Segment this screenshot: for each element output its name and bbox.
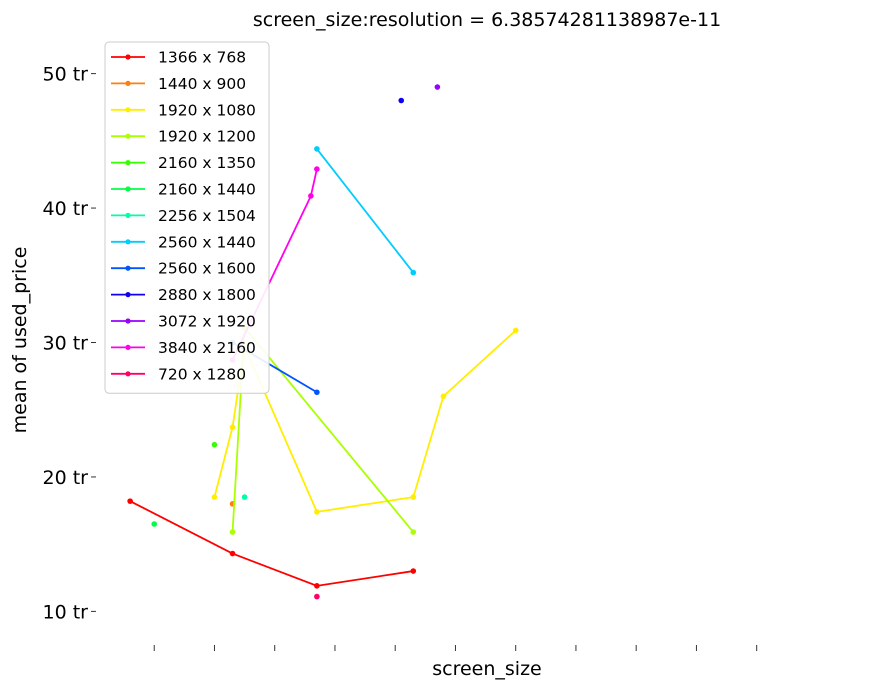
data-point xyxy=(241,494,248,500)
legend-label: 2560 x 1440 xyxy=(158,233,256,251)
legend-marker xyxy=(125,265,131,271)
data-point xyxy=(314,146,320,152)
data-point xyxy=(440,393,447,400)
data-point xyxy=(314,389,320,396)
data-point xyxy=(211,494,218,500)
series-group xyxy=(314,593,320,600)
legend-marker xyxy=(125,186,131,192)
legend-marker xyxy=(125,239,131,245)
y-tick-label: 30 tr xyxy=(43,333,89,355)
data-point xyxy=(434,84,441,90)
legend-label: 2880 x 1800 xyxy=(158,286,256,304)
y-axis-label: mean of used_price xyxy=(9,247,31,434)
legend-box xyxy=(104,41,270,394)
data-point xyxy=(308,193,314,199)
data-point xyxy=(314,509,320,515)
x-axis-ticks xyxy=(153,645,758,651)
y-tick-label: 20 tr xyxy=(43,467,89,489)
data-point xyxy=(229,550,236,557)
legend-marker xyxy=(125,80,131,86)
data-point xyxy=(127,498,133,504)
legend-marker xyxy=(125,160,131,166)
y-tick-label: 40 tr xyxy=(43,198,89,220)
legend-marker xyxy=(125,292,131,298)
data-point xyxy=(151,521,158,527)
legend-marker xyxy=(125,54,131,60)
data-point xyxy=(410,568,417,574)
legend-label: 3072 x 1920 xyxy=(158,313,256,331)
series-line xyxy=(129,500,414,587)
legend-marker xyxy=(125,371,131,377)
legend-marker xyxy=(125,212,131,218)
data-point xyxy=(211,441,218,448)
legend-label: 2256 x 1504 xyxy=(158,207,256,225)
legend-label: 1920 x 1200 xyxy=(158,128,256,146)
series-line xyxy=(316,148,414,274)
chart-title: screen_size:resolution = 6.3857428113898… xyxy=(253,9,721,31)
data-point xyxy=(410,494,417,500)
data-point xyxy=(410,269,417,276)
series-group xyxy=(151,521,158,527)
data-point xyxy=(512,327,519,334)
data-point xyxy=(229,424,236,431)
x-axis-label: screen_size xyxy=(432,658,542,680)
series-group xyxy=(434,84,441,90)
series-group xyxy=(127,498,417,589)
data-point xyxy=(410,529,417,535)
legend-label: 720 x 1280 xyxy=(158,365,246,383)
series-group xyxy=(398,97,405,104)
legend-marker xyxy=(125,344,131,350)
series-group xyxy=(314,146,417,276)
data-point xyxy=(314,583,320,589)
data-point xyxy=(314,166,320,172)
legend-marker xyxy=(125,318,131,324)
data-point xyxy=(398,97,405,104)
legend-label: 1440 x 900 xyxy=(158,75,246,93)
legend-label: 1920 x 1080 xyxy=(158,101,256,119)
legend-label: 2160 x 1350 xyxy=(158,154,256,172)
legend-marker xyxy=(125,107,131,113)
data-point xyxy=(229,529,236,535)
legend-marker xyxy=(125,133,131,139)
data-point xyxy=(314,593,320,600)
y-axis-ticks: 10 tr 20 tr 30 tr 40 tr 50 tr xyxy=(43,64,96,623)
legend-label: 1366 x 768 xyxy=(158,49,246,67)
legend-label: 3840 x 2160 xyxy=(158,339,256,357)
legend-label: 2560 x 1600 xyxy=(158,260,256,278)
y-tick-label: 10 tr xyxy=(43,601,89,623)
y-tick-label: 50 tr xyxy=(43,64,89,86)
legend-label: 2160 x 1440 xyxy=(158,181,256,199)
legend: 1366 x 768 1440 x 900 1920 x 1080 1920 x 12… xyxy=(104,41,270,394)
series-group xyxy=(241,494,248,500)
series-group xyxy=(211,441,218,448)
